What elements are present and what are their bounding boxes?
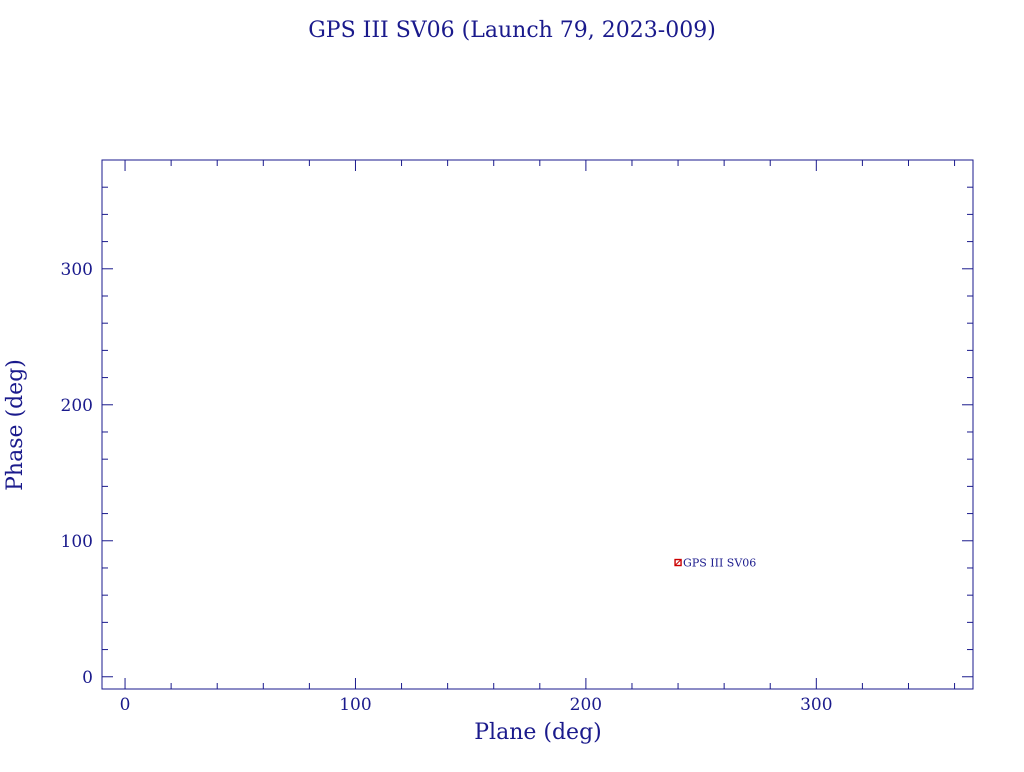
plot-frame: [101, 159, 974, 690]
data-point-group: GPS III SV06: [674, 557, 756, 570]
x-tick-label: 0: [120, 695, 131, 715]
y-axis-tick-labels: 0 100 200 300: [61, 260, 93, 688]
y-axis-label: Phase (deg): [3, 359, 28, 491]
y-tick-label: 200: [61, 396, 93, 416]
x-axis-label: Plane (deg): [474, 720, 602, 745]
y-axis-ticks: [102, 159, 973, 678]
x-tick-label: 200: [570, 695, 602, 715]
data-points: GPS III SV06: [674, 557, 756, 570]
chart-title: GPS III SV06 (Launch 79, 2023-009): [308, 18, 716, 43]
x-axis-tick-labels: 0 100 200 300: [120, 695, 833, 715]
x-tick-label: 100: [339, 695, 371, 715]
data-point-marker: [674, 558, 682, 567]
x-tick-label: 300: [800, 695, 832, 715]
y-tick-label: 0: [82, 668, 93, 688]
x-axis-ticks: [124, 160, 956, 689]
data-point-marker-cross: [674, 559, 682, 566]
y-tick-label: 100: [61, 532, 93, 552]
data-point-label: GPS III SV06: [683, 557, 756, 570]
y-tick-label: 300: [61, 260, 93, 280]
